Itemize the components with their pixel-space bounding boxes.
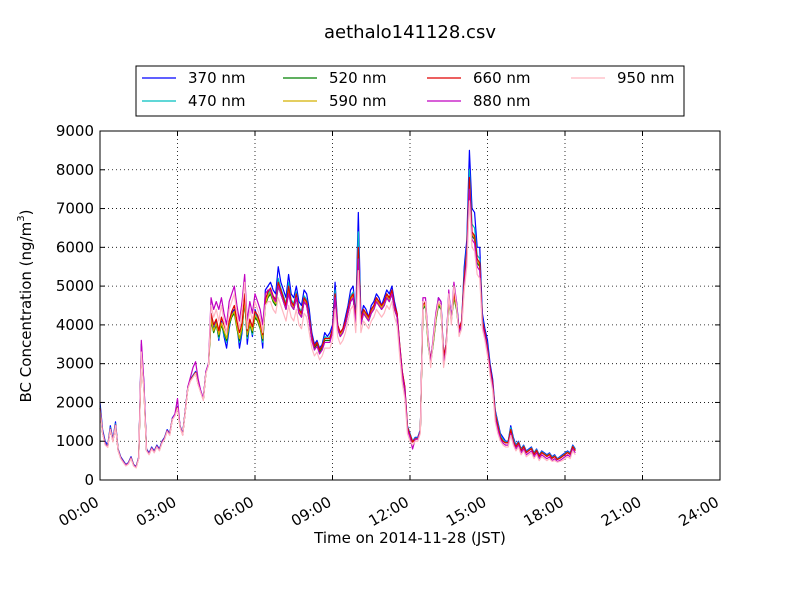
y-tick-label: 5000	[56, 277, 94, 295]
grid-lines	[100, 131, 720, 480]
y-axis-label: BC Concentration (ng/m3)	[16, 210, 35, 403]
y-axis-label-main: BC Concentration (ng/m	[17, 222, 35, 403]
legend-label-6: 950 nm	[617, 69, 675, 87]
y-tick-label: 4000	[56, 316, 94, 334]
y-tick-label: 9000	[56, 122, 94, 140]
legend-label-5: 880 nm	[473, 92, 531, 110]
legend-label-3: 590 nm	[329, 92, 387, 110]
legend-box	[135, 65, 685, 117]
y-tick-label: 2000	[56, 393, 94, 411]
legend-label-0: 370 nm	[188, 69, 246, 87]
y-axis-label-superscript: 3	[16, 215, 27, 221]
chart-title: aethalo141128.csv	[324, 22, 496, 43]
y-tick-label: 8000	[56, 161, 94, 179]
y-tick-label: 7000	[56, 200, 94, 218]
legend-label-1: 470 nm	[188, 92, 246, 110]
x-axis-label: Time on 2014-11-28 (JST)	[313, 529, 506, 547]
series-line-6	[99, 200, 576, 469]
y-tick-label: 6000	[56, 238, 94, 256]
y-tick-label: 3000	[56, 355, 94, 373]
y-tick-label: 0	[84, 471, 94, 489]
legend-label-4: 660 nm	[473, 69, 531, 87]
y-tick-label: 1000	[56, 432, 94, 450]
series-lines	[99, 149, 576, 469]
legend-label-2: 520 nm	[329, 69, 387, 87]
legend: 370 nm 470 nm 520 nm 590 nm 660 nm 880 nm 950 …	[135, 65, 685, 117]
y-axis-label-tail: )	[17, 210, 35, 216]
